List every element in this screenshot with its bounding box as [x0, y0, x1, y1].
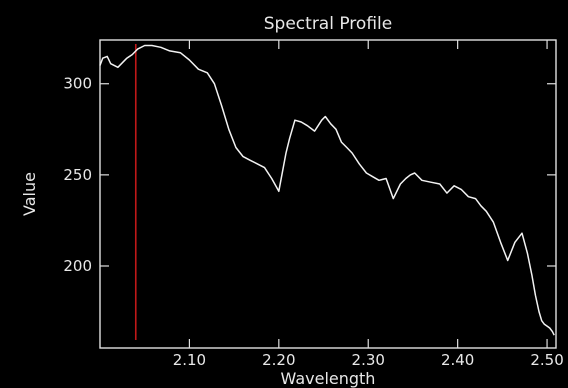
- y-tick-label: 250: [63, 166, 92, 184]
- x-tick-label: 2.20: [262, 351, 295, 369]
- axis-ticks: [100, 40, 556, 348]
- x-tick-label: 2.10: [173, 351, 206, 369]
- plot-marks: [99, 44, 555, 340]
- y-tick-label: 200: [63, 257, 92, 275]
- x-tick-label: 2.40: [441, 351, 474, 369]
- chart-title: Spectral Profile: [264, 14, 392, 34]
- x-axis-label: Wavelength: [281, 369, 376, 388]
- y-axis-label: Value: [20, 172, 39, 216]
- spectrum-line: [99, 44, 555, 336]
- x-tick-label: 2.50: [530, 351, 563, 369]
- plot-frame: [99, 39, 557, 349]
- tick-labels: 2.10 2.20 2.30 2.40 2.50 200 250 300: [63, 75, 563, 369]
- y-tick-label: 300: [63, 75, 92, 93]
- x-tick-label: 2.30: [352, 351, 385, 369]
